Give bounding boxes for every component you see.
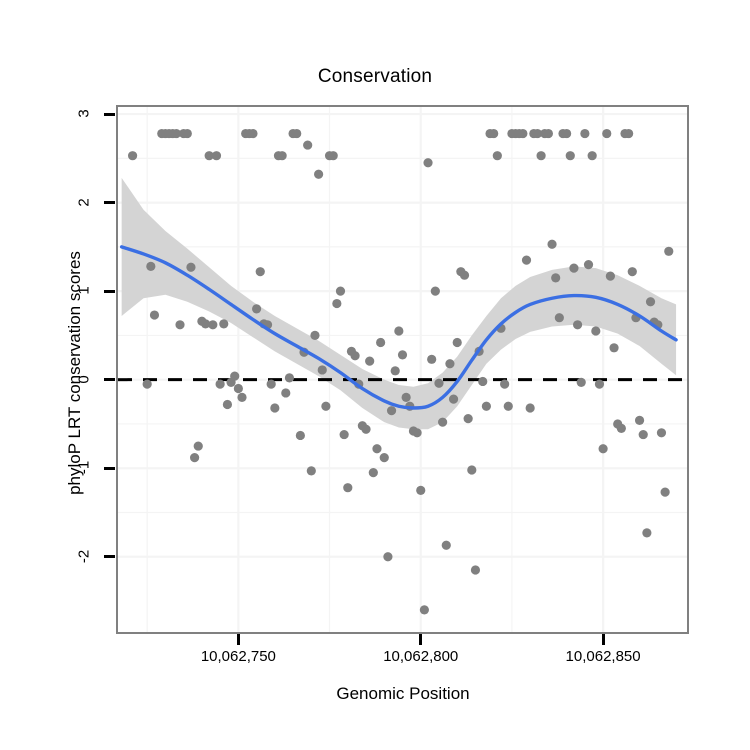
y-tick-label: 2 [75, 197, 93, 207]
y-tick-label: -2 [75, 549, 93, 563]
y-tick-mark [104, 466, 115, 470]
page-title: Conservation [317, 66, 433, 87]
y-tick-label: 1 [75, 286, 93, 295]
data-points-layer [127, 128, 674, 615]
loess-smooth-line [119, 245, 678, 410]
x-tick-mark [419, 634, 423, 645]
y-tick-mark [104, 112, 115, 116]
y-tick-mark [104, 555, 115, 559]
x-tick-mark [236, 634, 240, 645]
plot-panel [116, 105, 689, 634]
y-tick-mark [104, 201, 115, 205]
confidence-ribbon [121, 177, 677, 430]
x-axis-title: Genomic Position [336, 684, 470, 703]
x-tick-label: 10,062,750 [200, 648, 276, 665]
y-tick-label: 0 [75, 375, 93, 384]
y-tick-label: 3 [75, 109, 93, 118]
x-tick-label: 10,062,850 [565, 648, 641, 665]
x-tick-label: 10,062,800 [383, 648, 459, 665]
y-tick-mark [104, 289, 115, 293]
x-tick-mark [601, 634, 605, 645]
y-tick-mark [104, 378, 115, 382]
grid-layer [118, 107, 687, 632]
scatter-plot-svg [118, 107, 687, 632]
y-tick-label: -1 [75, 461, 93, 475]
